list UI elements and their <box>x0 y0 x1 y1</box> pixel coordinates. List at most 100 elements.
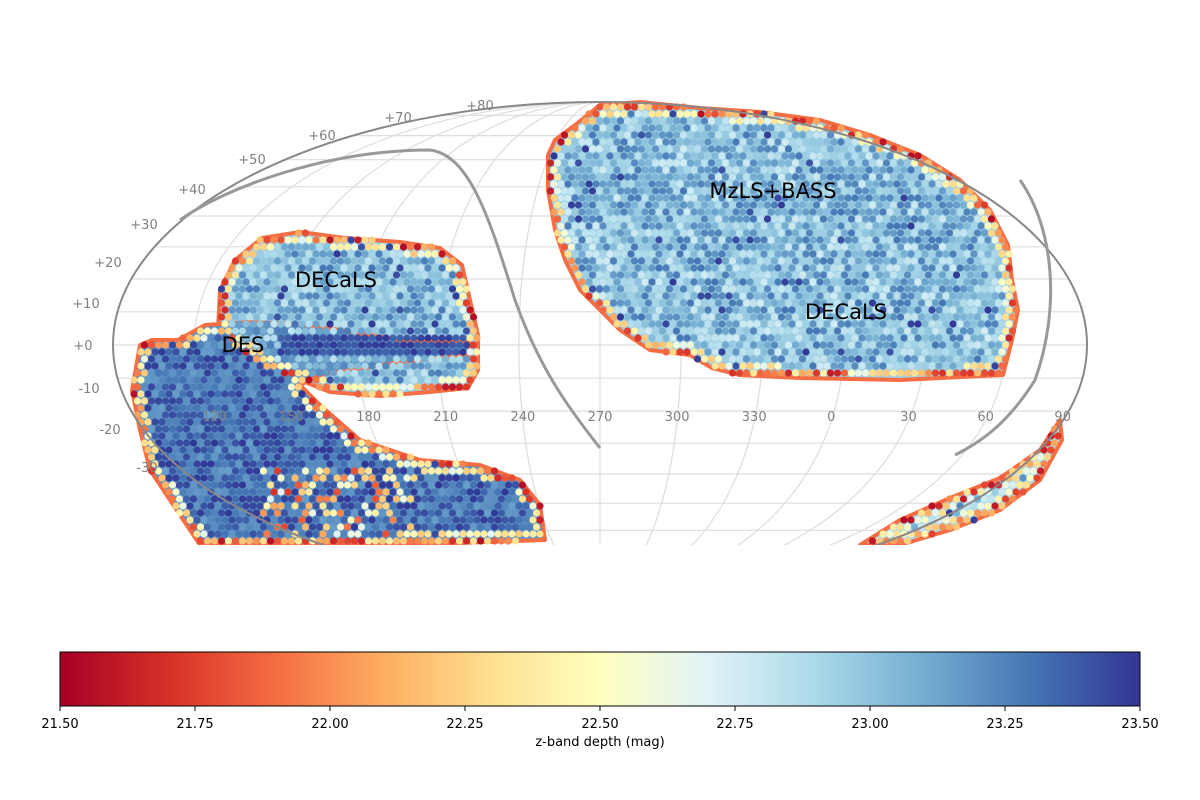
depth-pixel <box>854 327 863 335</box>
depth-pixel <box>333 460 341 468</box>
depth-pixel <box>721 271 730 279</box>
depth-pixel <box>718 320 726 328</box>
depth-pixel <box>942 320 950 328</box>
depth-pixel <box>298 292 306 300</box>
depth-pixel <box>1008 327 1017 335</box>
depth-pixel <box>623 243 632 251</box>
depth-pixel <box>305 236 313 244</box>
depth-pixel <box>1001 327 1010 335</box>
depth-pixel <box>868 215 877 223</box>
depth-pixel <box>998 488 1006 496</box>
depth-pixel <box>217 383 226 391</box>
depth-pixel <box>557 236 565 244</box>
depth-pixel <box>270 488 278 496</box>
depth-pixel <box>403 264 411 272</box>
depth-pixel <box>945 299 954 307</box>
depth-pixel <box>396 362 404 370</box>
depth-pixel <box>333 362 341 370</box>
depth-pixel <box>298 516 306 524</box>
depth-pixel <box>774 152 782 160</box>
depth-pixel <box>389 264 397 272</box>
depth-pixel <box>172 488 180 496</box>
depth-pixel <box>651 103 660 111</box>
depth-pixel <box>882 271 891 279</box>
depth-pixel <box>704 110 712 118</box>
depth-pixel <box>396 250 404 258</box>
depth-pixel <box>858 222 866 230</box>
depth-pixel <box>627 236 635 244</box>
depth-pixel <box>385 271 394 279</box>
depth-pixel <box>203 439 212 447</box>
depth-pixel <box>256 306 264 314</box>
depth-pixel <box>921 194 929 202</box>
depth-pixel <box>340 348 348 356</box>
depth-pixel <box>900 194 908 202</box>
depth-pixel <box>301 411 310 419</box>
depth-pixel <box>154 341 163 349</box>
depth-pixel <box>802 236 810 244</box>
depth-pixel <box>490 495 499 503</box>
depth-pixel <box>420 327 429 335</box>
depth-pixel <box>221 320 229 328</box>
depth-pixel <box>886 180 894 188</box>
depth-pixel <box>966 509 975 517</box>
depth-pixel <box>896 537 905 545</box>
depth-pixel <box>273 369 282 377</box>
depth-pixel <box>130 390 138 398</box>
depth-pixel <box>977 502 985 510</box>
depth-pixel <box>875 243 884 251</box>
depth-pixel <box>945 523 954 531</box>
depth-pixel <box>707 117 716 125</box>
depth-pixel <box>168 481 177 489</box>
depth-pixel <box>847 201 856 209</box>
depth-pixel <box>669 264 677 272</box>
depth-pixel <box>865 306 873 314</box>
depth-pixel <box>949 348 957 356</box>
depth-pixel <box>833 327 842 335</box>
depth-pixel <box>707 271 716 279</box>
depth-pixel <box>882 201 891 209</box>
depth-pixel <box>924 243 933 251</box>
depth-pixel <box>588 187 597 195</box>
depth-pixel <box>343 271 352 279</box>
depth-pixel <box>392 257 401 265</box>
depth-pixel <box>357 243 366 251</box>
depth-pixel <box>784 201 793 209</box>
depth-pixel <box>291 516 299 524</box>
depth-pixel <box>830 222 838 230</box>
depth-pixel <box>536 530 544 538</box>
depth-pixel <box>886 152 894 160</box>
depth-pixel <box>399 495 408 503</box>
depth-pixel <box>956 348 964 356</box>
depth-pixel <box>200 446 208 454</box>
depth-pixel <box>452 530 460 538</box>
depth-pixel <box>585 264 593 272</box>
depth-pixel <box>935 264 943 272</box>
depth-pixel <box>389 292 397 300</box>
depth-pixel <box>326 502 334 510</box>
depth-pixel <box>448 523 457 531</box>
depth-pixel <box>504 523 513 531</box>
depth-pixel <box>217 369 226 377</box>
depth-pixel <box>725 292 733 300</box>
depth-pixel <box>987 495 996 503</box>
depth-pixel <box>984 250 992 258</box>
depth-pixel <box>847 257 856 265</box>
depth-pixel <box>319 362 327 370</box>
depth-pixel <box>203 523 212 531</box>
sky-map <box>112 100 1088 545</box>
depth-pixel <box>249 264 257 272</box>
depth-pixel <box>655 236 663 244</box>
depth-pixel <box>203 467 212 475</box>
depth-pixel <box>301 467 310 475</box>
depth-pixel <box>413 285 422 293</box>
depth-pixel <box>886 236 894 244</box>
depth-pixel <box>690 250 698 258</box>
depth-pixel <box>378 327 387 335</box>
depth-pixel <box>830 152 838 160</box>
depth-pixel <box>294 467 303 475</box>
depth-pixel <box>207 404 215 412</box>
depth-pixel <box>305 278 313 286</box>
depth-pixel <box>770 271 779 279</box>
survey-footprints <box>130 100 1064 545</box>
